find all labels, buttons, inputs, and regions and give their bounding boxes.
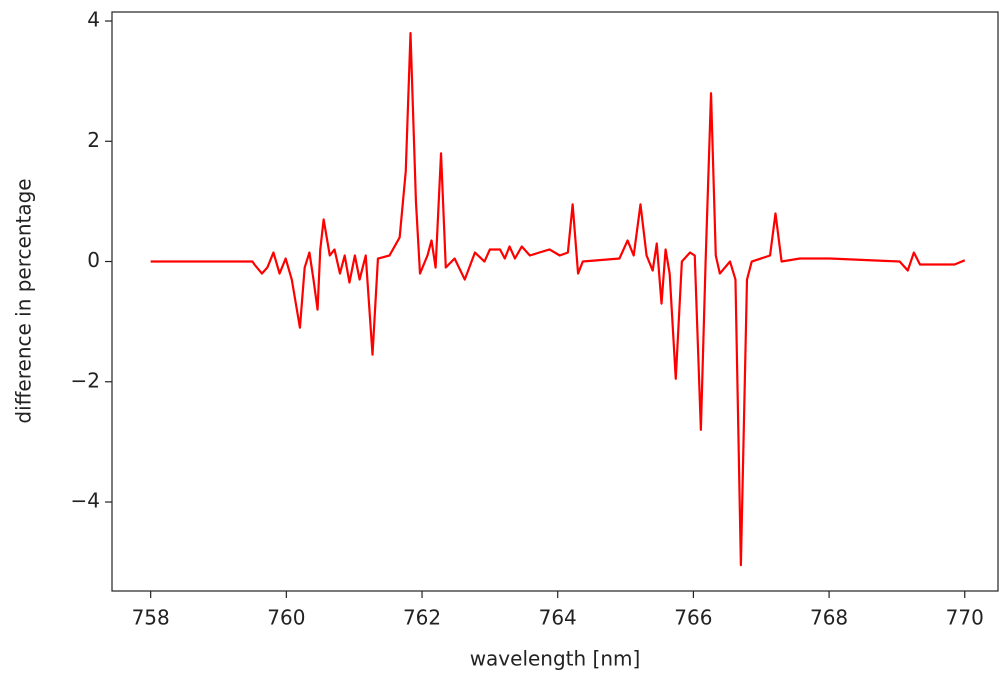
y-tick-label: −4: [71, 489, 100, 513]
x-tick-label: 768: [810, 606, 848, 630]
y-tick-label: 2: [87, 128, 100, 152]
x-axis-label: wavelength [nm]: [470, 647, 641, 671]
x-tick-label: 766: [674, 606, 712, 630]
y-tick-label: 4: [87, 8, 100, 32]
data-line: [150, 31, 966, 567]
x-tick-label: 764: [539, 606, 577, 630]
x-tick-label: 758: [132, 606, 170, 630]
x-tick-label: 770: [946, 606, 984, 630]
x-tick-label: 760: [267, 606, 305, 630]
plot-frame: [111, 11, 999, 592]
y-tick-label: 0: [87, 248, 100, 272]
x-tick-label: 762: [403, 606, 441, 630]
y-tick-label: −2: [71, 368, 100, 392]
y-axis-label: difference in percentage: [12, 178, 36, 423]
